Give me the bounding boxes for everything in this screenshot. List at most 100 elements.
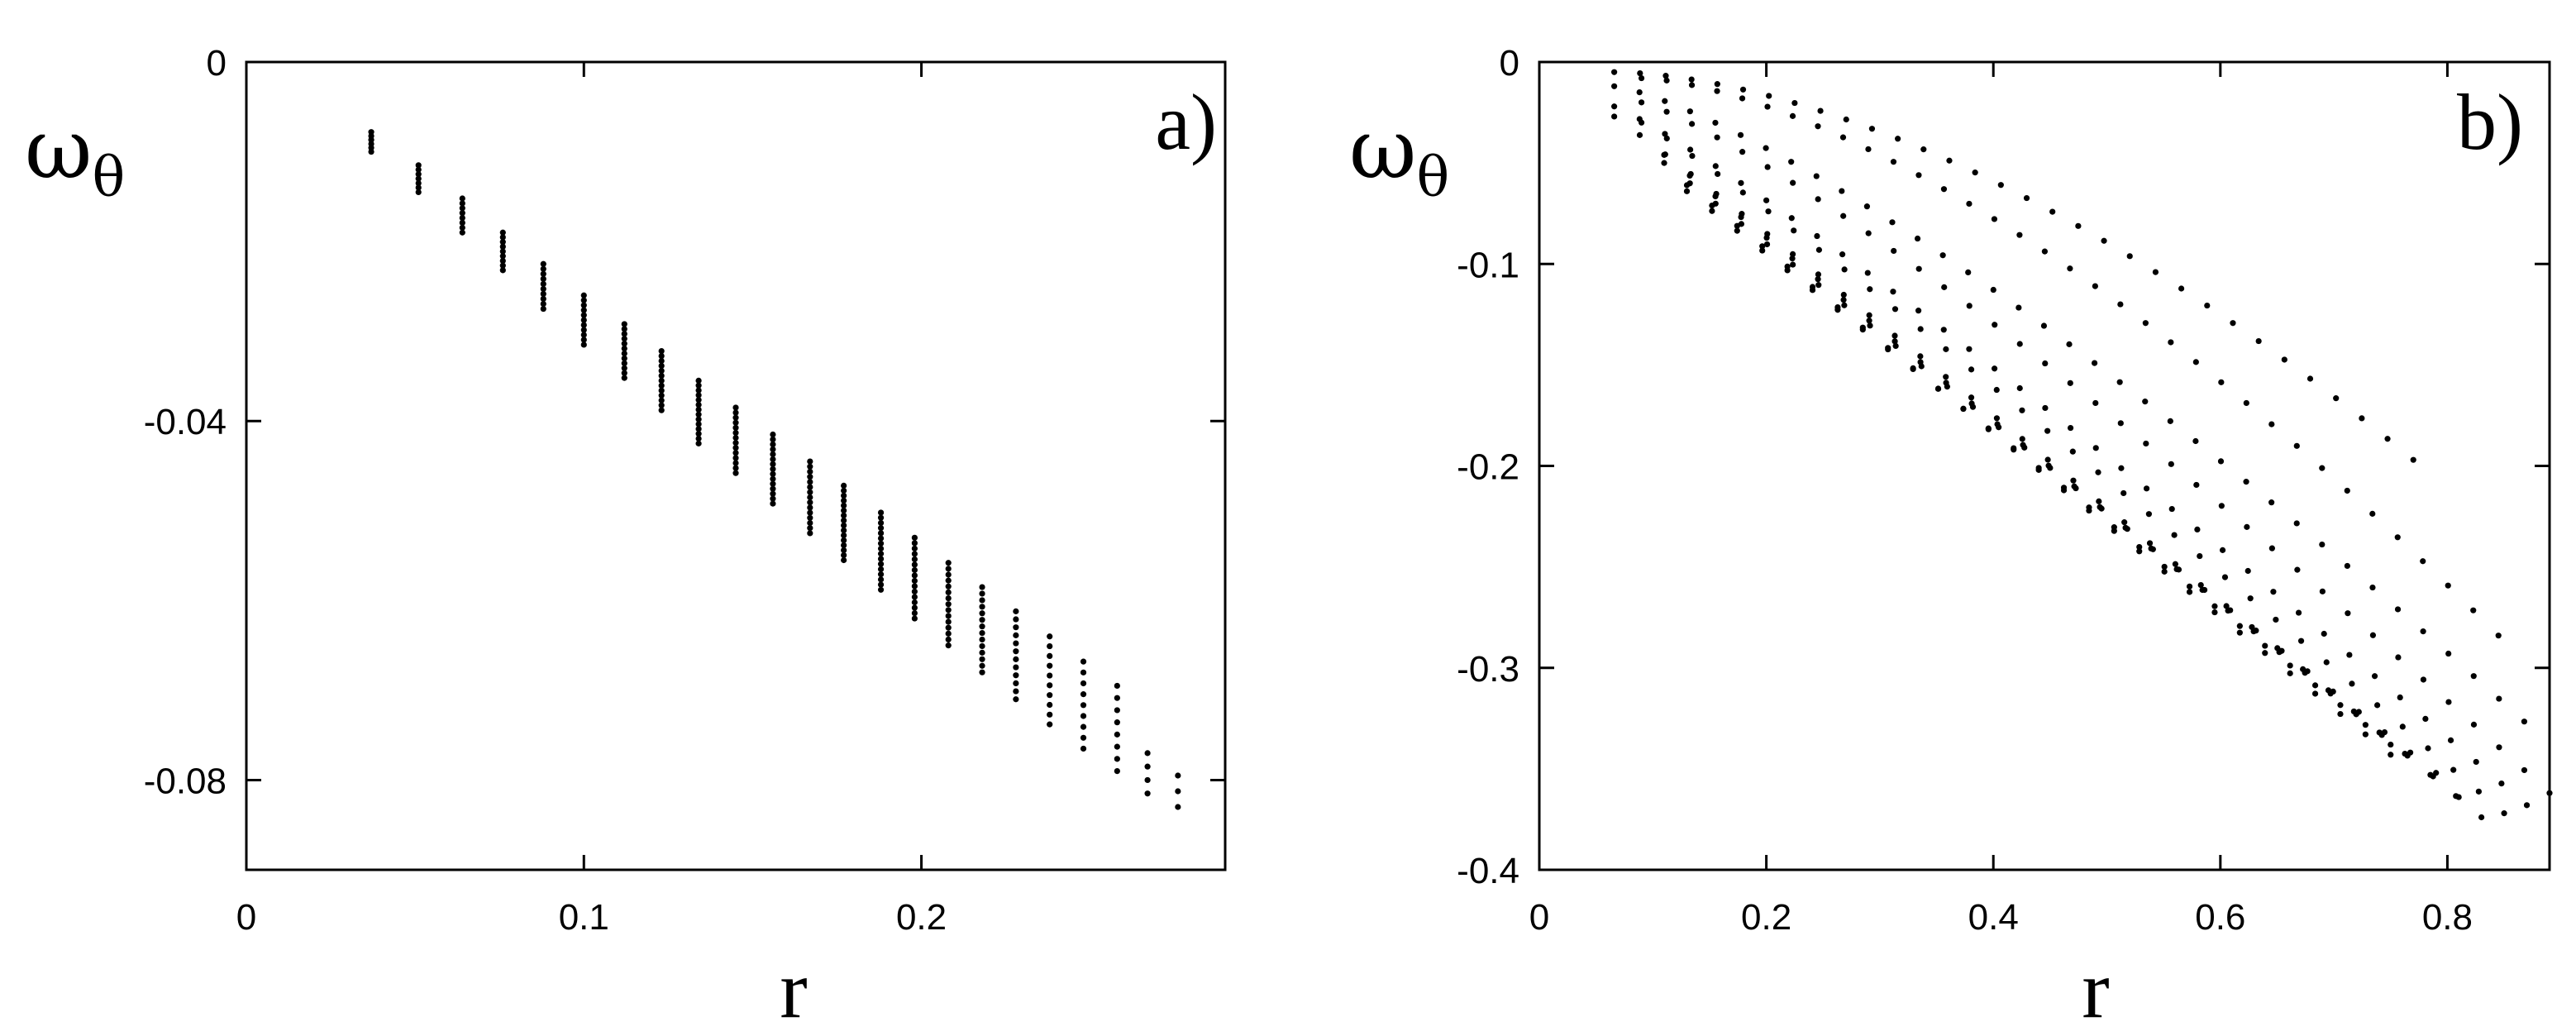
data-point: [2126, 253, 2133, 260]
data-point: [807, 489, 813, 495]
data-point: [1759, 243, 1766, 250]
data-point: [2255, 337, 2262, 345]
data-point: [1790, 179, 1796, 186]
data-point: [2349, 680, 2355, 687]
data-point: [2281, 356, 2287, 363]
data-point: [1968, 366, 1975, 373]
data-point: [979, 617, 985, 623]
data-point: [1739, 95, 1746, 102]
panel-b-y-tick-label: -0.2: [1457, 447, 1519, 488]
data-point: [658, 382, 665, 389]
data-point: [1047, 652, 1053, 659]
data-point: [2044, 427, 2051, 434]
data-point: [658, 392, 665, 399]
data-point: [1891, 247, 1897, 255]
data-point: [1013, 672, 1019, 679]
data-point: [580, 302, 587, 308]
data-point: [1763, 241, 1771, 248]
data-point: [621, 365, 627, 371]
data-point: [979, 629, 985, 637]
data-point: [2042, 404, 2049, 412]
data-point: [621, 360, 627, 366]
data-point: [2501, 810, 2507, 817]
data-point: [1939, 252, 1946, 259]
data-point: [1689, 152, 1696, 160]
data-point: [2243, 479, 2249, 485]
data-point: [1013, 640, 1019, 647]
data-point: [1013, 680, 1019, 687]
data-point: [2278, 647, 2285, 654]
data-point: [540, 285, 546, 293]
data-point: [732, 460, 739, 466]
data-point: [1915, 172, 1922, 179]
data-point: [2523, 802, 2531, 809]
data-point: [807, 504, 813, 511]
data-point: [415, 171, 422, 178]
data-point: [945, 613, 952, 619]
data-point: [2067, 265, 2073, 272]
data-point: [911, 599, 918, 606]
data-point: [2478, 814, 2485, 821]
data-point: [1611, 69, 1618, 75]
panel-a-points: [368, 129, 1181, 810]
data-point: [2016, 341, 2023, 347]
data-point: [540, 275, 546, 282]
data-point: [2399, 723, 2406, 730]
data-point: [1738, 179, 1744, 186]
data-point: [841, 492, 847, 499]
data-point: [2362, 722, 2368, 728]
data-point: [1080, 658, 1087, 665]
data-point: [2293, 442, 2300, 449]
data-point: [1840, 297, 1847, 303]
data-point: [807, 468, 813, 475]
data-point: [2420, 628, 2426, 635]
data-point: [2111, 524, 2117, 531]
data-point: [2075, 222, 2082, 229]
data-point: [1788, 215, 1795, 222]
data-point: [2044, 456, 2051, 463]
data-point: [1683, 182, 1691, 189]
data-point: [2346, 652, 2353, 658]
data-point: [2294, 566, 2301, 573]
data-point: [841, 502, 847, 509]
data-point: [1934, 385, 1942, 392]
data-point: [1839, 188, 1845, 194]
data-point: [2098, 505, 2105, 512]
panel-b-x-tick-label: 0.6: [2195, 897, 2245, 938]
panel-a-x-tick-label: 0.1: [559, 897, 609, 938]
data-point: [2344, 487, 2350, 494]
data-point: [1789, 112, 1796, 119]
data-point: [459, 205, 465, 212]
data-point: [2496, 695, 2502, 702]
data-point: [499, 257, 506, 265]
data-point: [911, 551, 918, 557]
data-point: [1013, 624, 1019, 631]
data-point: [979, 584, 985, 590]
data-point: [1815, 271, 1822, 278]
data-point: [877, 556, 885, 562]
data-point: [1763, 234, 1770, 241]
data-point: [2369, 510, 2376, 517]
data-point: [695, 416, 702, 423]
data-point: [2447, 737, 2454, 743]
data-point: [1638, 74, 1645, 82]
data-point: [2204, 302, 2211, 309]
data-point: [877, 535, 885, 542]
data-point: [2096, 498, 2102, 504]
panel-a-x-tick-label: 0: [236, 897, 256, 938]
data-point: [2167, 418, 2173, 424]
data-point: [807, 494, 813, 501]
data-point: [2178, 285, 2185, 292]
data-point: [2384, 436, 2391, 442]
data-point: [1892, 342, 1899, 350]
data-point: [2146, 540, 2154, 547]
data-point: [945, 601, 952, 608]
data-point: [2211, 603, 2218, 609]
data-point: [911, 545, 918, 551]
data-point: [2091, 360, 2098, 366]
data-point: [695, 387, 702, 394]
data-point: [1839, 251, 1846, 258]
data-point: [1709, 202, 1715, 209]
data-point: [2319, 588, 2326, 594]
data-point: [658, 397, 665, 403]
